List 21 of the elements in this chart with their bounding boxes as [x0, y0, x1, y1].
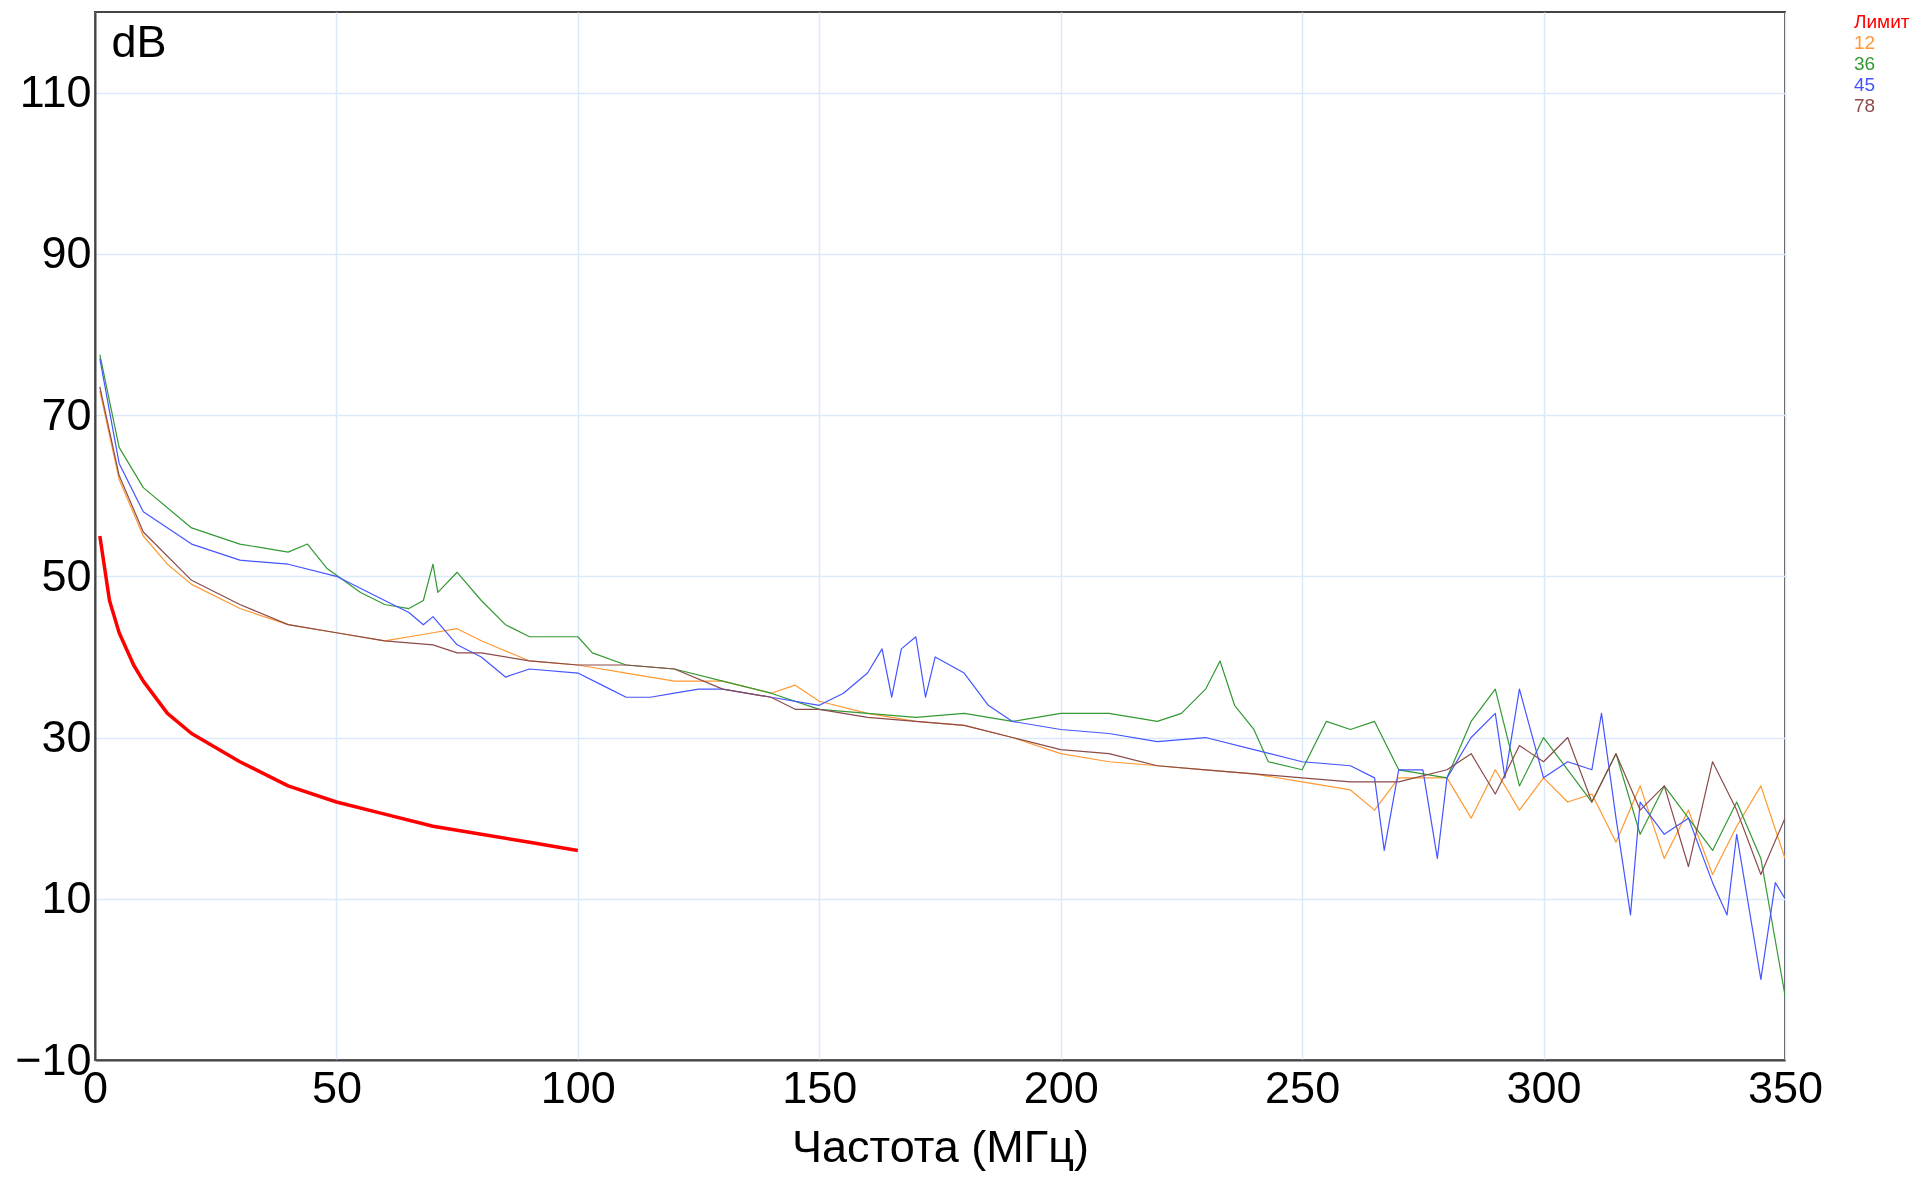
y-tick-label: 110 [19, 66, 92, 118]
x-tick-label: 50 [311, 1061, 362, 1113]
text: 78 [1854, 94, 1876, 116]
y-tick-label: 50 [41, 549, 92, 601]
text: 45 [1854, 73, 1876, 95]
y-tick-label: 30 [41, 711, 92, 763]
text: 36 [1854, 52, 1876, 74]
text: Лимит [1854, 10, 1910, 32]
x-axis-title: Частота (МГц) [792, 1120, 1089, 1172]
x-tick-label: 300 [1506, 1061, 1582, 1113]
y-axis-title: dB [111, 15, 167, 67]
text: 12 [1854, 31, 1876, 53]
x-tick-label: 350 [1747, 1061, 1824, 1113]
x-tick-label: 250 [1265, 1061, 1341, 1113]
y-tick-label: 90 [41, 227, 92, 279]
y-tick-label: 10 [41, 872, 92, 924]
line-series [98, 534, 580, 853]
x-tick-label: 150 [782, 1061, 858, 1113]
y-tick-label: 70 [41, 388, 92, 440]
x-tick-label: 100 [540, 1061, 616, 1113]
x-tick-label: 200 [1023, 1061, 1099, 1113]
